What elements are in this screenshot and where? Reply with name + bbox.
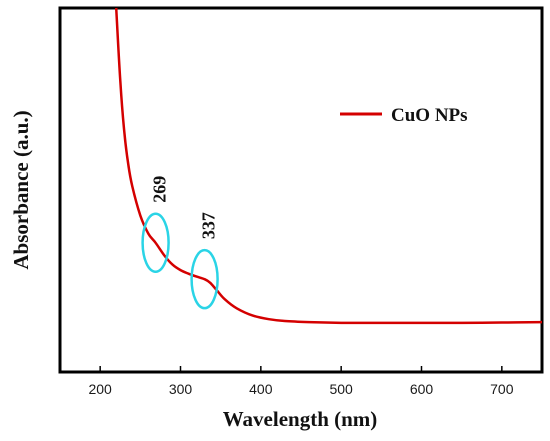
x-tick-label-200: 200 (88, 381, 112, 397)
x-tick-label-700: 700 (490, 381, 514, 397)
peak-marker-337 (190, 248, 219, 310)
peak-marker-269 (141, 212, 170, 274)
x-ticks (99, 366, 503, 372)
x-tick-labels: 200 300 400 500 600 700 (88, 381, 513, 397)
x-tick-label-500: 500 (329, 381, 353, 397)
x-axis-title: Wavelength (nm) (223, 407, 378, 431)
peak-label-269: 269 (150, 176, 170, 203)
peak-label-337: 337 (199, 212, 219, 239)
plot-frame (58, 6, 544, 374)
legend: CuO NPs (340, 105, 468, 126)
legend-label: CuO NPs (391, 105, 468, 126)
y-axis-title: Absorbance (a.u.) (9, 110, 33, 269)
x-tick-label-300: 300 (169, 381, 193, 397)
x-tick-label-600: 600 (410, 381, 434, 397)
annotations: 269 337 (141, 176, 219, 310)
x-tick-label-400: 400 (249, 381, 273, 397)
series-line-cuo-nps (114, 7, 543, 325)
